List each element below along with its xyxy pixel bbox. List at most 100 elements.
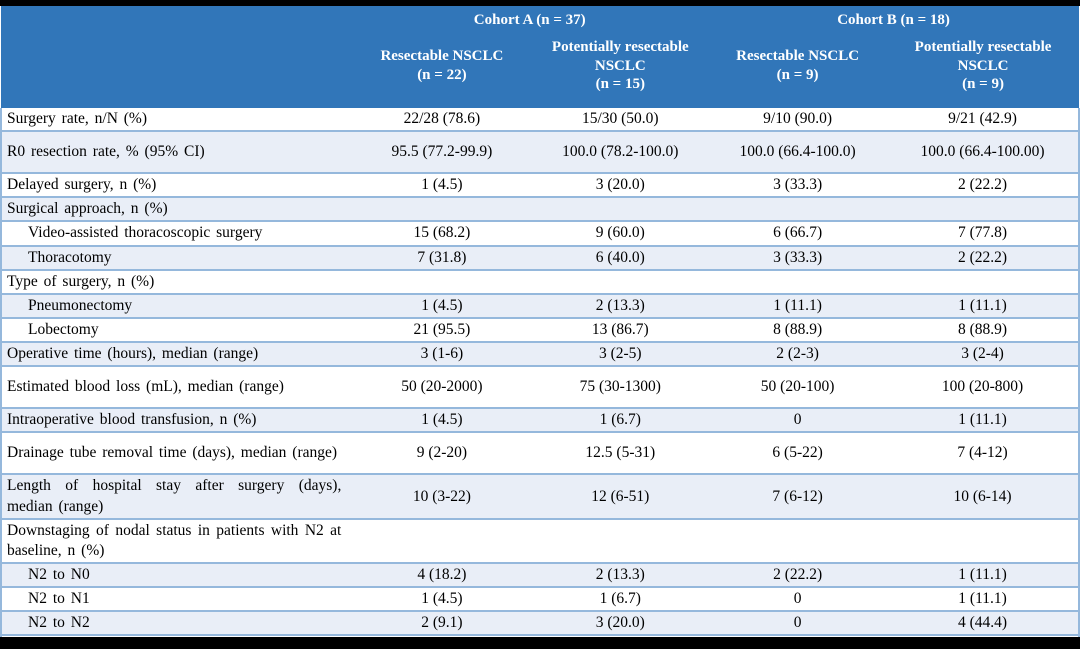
cell-value: 12.5 (5-31) (532, 431, 709, 475)
cell-value: 1 (4.5) (351, 586, 533, 612)
cell-value: 100 (20-800) (887, 365, 1080, 409)
column-header-name: Potentially resectable NSCLC (914, 38, 1052, 74)
cell-value: 3 (2-5) (532, 341, 709, 367)
row-label: Pneumonectomy (0, 292, 352, 318)
cell-value: 10 (3-22) (351, 473, 533, 519)
cell-value: 0 (708, 407, 888, 433)
table-row: Downstaging of nodal status in patients … (0, 517, 1080, 563)
cohort-a-header: Cohort A (n = 37) (351, 6, 709, 32)
row-label: Thoracotomy (0, 244, 352, 270)
bottom-border-bar (0, 637, 1080, 649)
cell-value: 3 (2-4) (887, 341, 1080, 367)
cell-value: 9 (2-20) (351, 431, 533, 475)
cell-value: 1 (11.1) (887, 586, 1080, 612)
cell-value: 22/28 (78.6) (403, 110, 481, 128)
subgroup-header-row: Resectable NSCLC (n = 22) Potentially re… (1, 32, 1079, 108)
row-label: Surgery rate, n/N (%) (0, 108, 352, 132)
top-border-bar (0, 0, 1080, 6)
cell-value: 1 (4.5) (351, 292, 533, 318)
row-label: N2 to N1 (0, 586, 352, 612)
cell-value: 8 (88.9) (887, 316, 1080, 343)
row-label: Drainage tube removal time (days), media… (0, 431, 352, 475)
cell-value: 2 (13.3) (532, 292, 709, 318)
column-header-resectable-b: Resectable NSCLC (n = 9) (708, 32, 888, 108)
row-label: Intraoperative blood transfusion, n (%) (0, 407, 352, 433)
cell-value (351, 196, 533, 222)
table-row: Length of hospital stay after surgery (d… (0, 473, 1080, 519)
table-row: Type of surgery, n (%) (0, 268, 1080, 294)
cell-value: 15 (68.2) (351, 220, 533, 246)
cell-value: 0 (708, 610, 888, 636)
cell-value: 21 (95.5) (351, 316, 533, 343)
cell-value (708, 196, 888, 222)
table-header: Cohort A (n = 37) Cohort B (n = 18) Rese… (1, 6, 1079, 108)
table-row: Intraoperative blood transfusion, n (%) 1… (0, 407, 1080, 433)
cell-value: 100.0 (66.4-100.00) (887, 130, 1080, 174)
cell-value: 3 (33.3) (708, 172, 888, 198)
column-header-potentially-resectable-a: Potentially resectable NSCLC (n = 15) (532, 32, 709, 108)
cell-value: 15/30 (50.0) (581, 110, 659, 128)
cohort-header-row: Cohort A (n = 37) Cohort B (n = 18) (1, 6, 1079, 32)
cell-value: 3 (20.0) (532, 172, 709, 198)
surgical-outcomes-table: Cohort A (n = 37) Cohort B (n = 18) Rese… (0, 6, 1080, 649)
header-spacer (1, 32, 352, 108)
table-row: Surgery rate, n/N (%) 22/28 (78.6) 15/30 (… (0, 108, 1080, 132)
row-label: Video-assisted thoracoscopic surgery (0, 220, 352, 246)
cell-value: 2 (9.1) (351, 610, 533, 636)
cell-value: 3 (20.0) (532, 610, 709, 636)
cell-value: 7 (6-12) (708, 473, 888, 519)
cell-value: 95.5 (77.2-99.9) (351, 130, 533, 174)
cell-value: 2 (22.2) (887, 172, 1080, 198)
table-row: Operative time (hours), median (range) 3 … (0, 341, 1080, 367)
cell-value: 9 (60.0) (532, 220, 709, 246)
table-row: N2 to N2 2 (9.1) 3 (20.0) 0 4 (44.4) (0, 610, 1080, 636)
cell-value: 9/10 (90.0) (763, 110, 833, 128)
cell-value: 7 (77.8) (887, 220, 1080, 246)
cell-value: 2 (22.2) (887, 244, 1080, 270)
cell-value: 75 (30-1300) (532, 365, 709, 409)
cell-value: 10 (6-14) (887, 473, 1080, 519)
row-label: Type of surgery, n (%) (0, 268, 352, 294)
row-label: Surgical approach, n (%) (0, 196, 352, 222)
cell-value: 1 (11.1) (887, 561, 1080, 588)
row-label: Lobectomy (0, 316, 352, 343)
cell-value (351, 517, 533, 563)
row-label: Downstaging of nodal status in patients … (0, 517, 352, 563)
cell-value: 1 (4.5) (351, 407, 533, 433)
cell-value (887, 517, 1080, 563)
row-label: R0 resection rate, % (95% CI) (0, 130, 352, 174)
cohort-b-header: Cohort B (n = 18) (708, 6, 1079, 32)
cell-value: 13 (86.7) (532, 316, 709, 343)
cell-value: 9/21 (42.9) (887, 108, 1080, 132)
cell-value: 6 (66.7) (708, 220, 888, 246)
column-header-resectable-a: Resectable NSCLC (n = 22) (351, 32, 533, 108)
cell-value: 1 (11.1) (887, 407, 1080, 433)
cell-value: 2 (2-3) (708, 341, 888, 367)
column-header-n: (n = 22) (417, 67, 467, 83)
cell-value (887, 196, 1080, 222)
table-row: Pneumonectomy 1 (4.5) 2 (13.3) 1 (11.1) 1 (1… (0, 292, 1080, 318)
cell-value (708, 268, 888, 294)
cell-value: 4 (18.2) (351, 561, 533, 588)
table-row: Drainage tube removal time (days), media… (0, 431, 1080, 475)
column-header-n: (n = 15) (595, 76, 645, 93)
cell-value: 1 (4.5) (351, 172, 533, 198)
cell-value: 8 (88.9) (708, 316, 888, 343)
cell-value: 12 (6-51) (532, 473, 709, 519)
cell-value: 2 (13.3) (532, 561, 709, 588)
table-row: Delayed surgery, n (%) 1 (4.5) 3 (20.0) 3 (… (0, 172, 1080, 198)
cell-value: 3 (33.3) (708, 244, 888, 270)
column-header-n: (n = 9) (962, 76, 1004, 93)
cell-value (532, 196, 709, 222)
header-spacer (1, 6, 352, 32)
row-label: Length of hospital stay after surgery (d… (0, 473, 352, 519)
cell-value (351, 268, 533, 294)
cell-value: 50 (20-2000) (351, 365, 533, 409)
row-label: Operative time (hours), median (range) (0, 341, 352, 367)
table-row: Video-assisted thoracoscopic surgery 15 (… (0, 220, 1080, 246)
column-header-name: Resectable NSCLC (736, 48, 860, 65)
column-header-name: Resectable NSCLC (380, 48, 504, 65)
column-header-potentially-resectable-b: Potentially resectable NSCLC (n = 9) (887, 32, 1079, 108)
cell-value: 50 (20-100) (708, 365, 888, 409)
